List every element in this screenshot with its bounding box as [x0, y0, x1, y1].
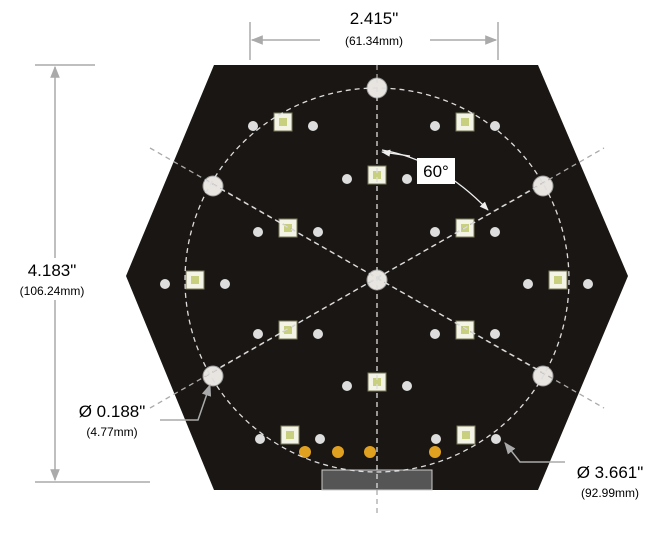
- led-die: [286, 431, 294, 439]
- led-die: [191, 276, 199, 284]
- bolt-circle-inch: Ø 3.661": [577, 463, 644, 482]
- diagram: 60° 2.415" (61.34mm) 4.183" (106.24mm) Ø…: [0, 0, 652, 535]
- width-mm: (61.34mm): [345, 34, 403, 48]
- led-die: [554, 276, 562, 284]
- capacitor: [429, 446, 441, 458]
- height-inch: 4.183": [28, 261, 77, 280]
- led-die: [461, 326, 469, 334]
- pad: [402, 174, 412, 184]
- led-die: [461, 118, 469, 126]
- led-die: [462, 431, 470, 439]
- pad: [490, 329, 500, 339]
- pad: [583, 279, 593, 289]
- pad: [491, 434, 501, 444]
- width-inch: 2.415": [350, 9, 399, 28]
- capacitor: [332, 446, 344, 458]
- pad: [313, 329, 323, 339]
- pad: [160, 279, 170, 289]
- capacitor: [364, 446, 376, 458]
- pad: [342, 381, 352, 391]
- pad: [431, 434, 441, 444]
- hole-inch: Ø 0.188": [79, 402, 146, 421]
- height-mm: (106.24mm): [20, 284, 85, 298]
- bolt-circle-mm: (92.99mm): [581, 486, 639, 500]
- pad: [220, 279, 230, 289]
- angle-label: 60°: [423, 162, 449, 181]
- pad: [253, 227, 263, 237]
- pad: [523, 279, 533, 289]
- pad: [430, 121, 440, 131]
- led-die: [279, 118, 287, 126]
- pad: [342, 174, 352, 184]
- pad: [255, 434, 265, 444]
- pad: [430, 329, 440, 339]
- pad: [313, 227, 323, 237]
- pad: [308, 121, 318, 131]
- pad: [402, 381, 412, 391]
- pad: [315, 434, 325, 444]
- hole-mm: (4.77mm): [86, 425, 137, 439]
- pad: [430, 227, 440, 237]
- pad: [253, 329, 263, 339]
- pad: [490, 227, 500, 237]
- pad: [248, 121, 258, 131]
